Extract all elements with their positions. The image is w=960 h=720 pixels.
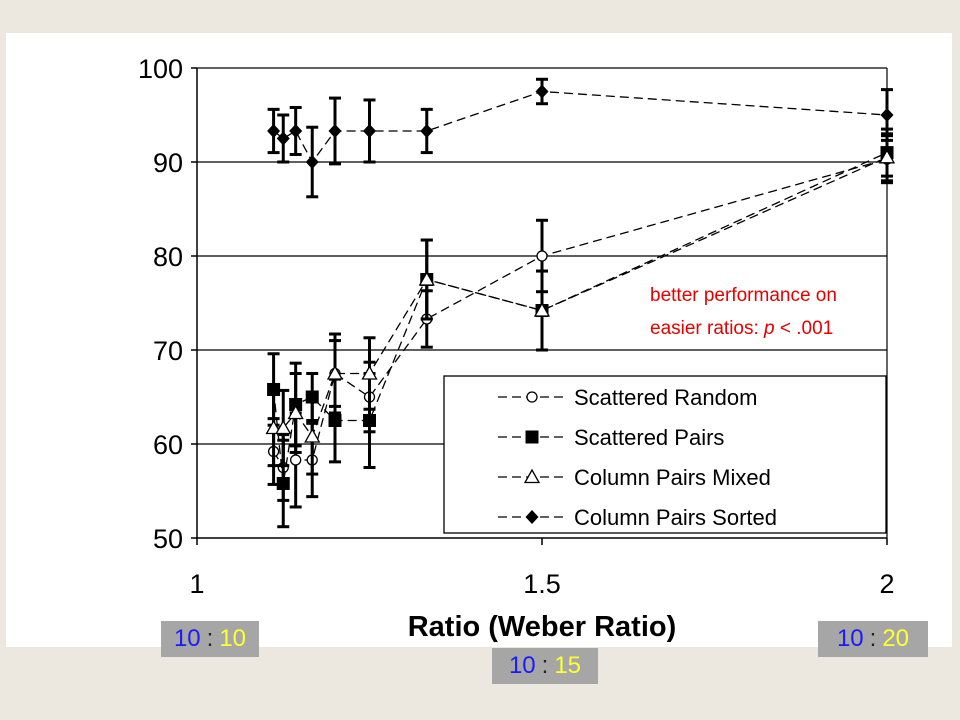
legend-label: Column Pairs Sorted	[574, 505, 777, 530]
marker-diamond	[363, 123, 376, 138]
marker-triangle	[326, 365, 344, 380]
y-tick-label: 80	[153, 242, 183, 272]
ratio-separator: :	[541, 652, 549, 679]
annotation: better performance on easier ratios: p <…	[650, 285, 837, 339]
marker-triangle	[287, 404, 304, 420]
y-tick-label: 90	[153, 148, 183, 178]
ratio-left-value: 10	[508, 652, 536, 679]
marker-triangle	[265, 419, 282, 435]
y-tick-label: 100	[138, 54, 183, 84]
marker-diamond	[276, 131, 290, 146]
marker-square	[363, 414, 376, 427]
ratio-box-10-20: 10:20	[818, 621, 928, 657]
series-column-pairs-sorted	[267, 77, 894, 199]
y-tick-label: 50	[153, 524, 183, 554]
marker-diamond	[535, 84, 549, 99]
ratio-left-value: 10	[173, 625, 201, 652]
ratio-separator: :	[869, 625, 877, 652]
ratio-left-value: 10	[836, 625, 864, 652]
marker-triangle	[361, 365, 378, 380]
y-tick-label: 70	[153, 336, 183, 366]
series-line	[273, 90, 888, 164]
x-axis-label: Ratio (Weber Ratio)	[408, 611, 677, 643]
annotation-line-2: easier ratios: p < .001	[650, 318, 833, 339]
marker-diamond	[267, 123, 281, 138]
marker-diamond	[420, 123, 434, 138]
legend-label: Scattered Random	[574, 385, 757, 410]
series-line	[273, 156, 888, 438]
marker-square	[328, 414, 342, 427]
marker-triangle	[878, 148, 896, 164]
series-group	[265, 77, 896, 529]
marker-circle	[536, 250, 548, 262]
marker-triangle	[523, 468, 541, 484]
y-tick-label: 60	[153, 430, 183, 460]
marker-triangle	[418, 271, 435, 286]
marker-circle	[290, 454, 302, 466]
marker-triangle	[533, 302, 551, 317]
marker-diamond	[305, 155, 319, 169]
legend-box	[443, 375, 887, 534]
x-tick-label: 1.5	[523, 569, 561, 599]
marker-circle	[526, 391, 538, 403]
marker-square	[525, 430, 539, 444]
marker-triangle	[304, 428, 321, 443]
slide-panel	[6, 33, 952, 647]
legend: Scattered Random Scattered Pairs Column Pa…	[443, 375, 887, 534]
marker-triangle	[275, 419, 292, 435]
ratio-right-value: 20	[882, 625, 910, 652]
ratio-box-10-10: 10:10	[161, 621, 259, 657]
annotation-line-1: better performance on	[650, 285, 837, 306]
marker-diamond	[328, 123, 342, 138]
legend-label: Scattered Pairs	[574, 425, 724, 450]
ratio-separator: :	[206, 625, 214, 652]
marker-diamond	[289, 123, 303, 138]
legend-label: Column Pairs Mixed	[574, 465, 771, 490]
x-tick-label: 2	[879, 569, 894, 599]
marker-diamond	[880, 108, 894, 122]
ratio-right-value: 10	[219, 625, 247, 652]
series-column-pairs-mixed	[265, 132, 896, 476]
marker-diamond	[525, 510, 539, 524]
ratio-box-10-15: 10:15	[492, 648, 598, 684]
marker-square	[276, 476, 290, 490]
x-tick-label: 1	[189, 569, 204, 599]
ratio-right-value: 15	[554, 652, 582, 679]
series-line	[273, 158, 888, 469]
axes: 50 60 70 80 90 100 1 1.5 2	[138, 54, 895, 599]
